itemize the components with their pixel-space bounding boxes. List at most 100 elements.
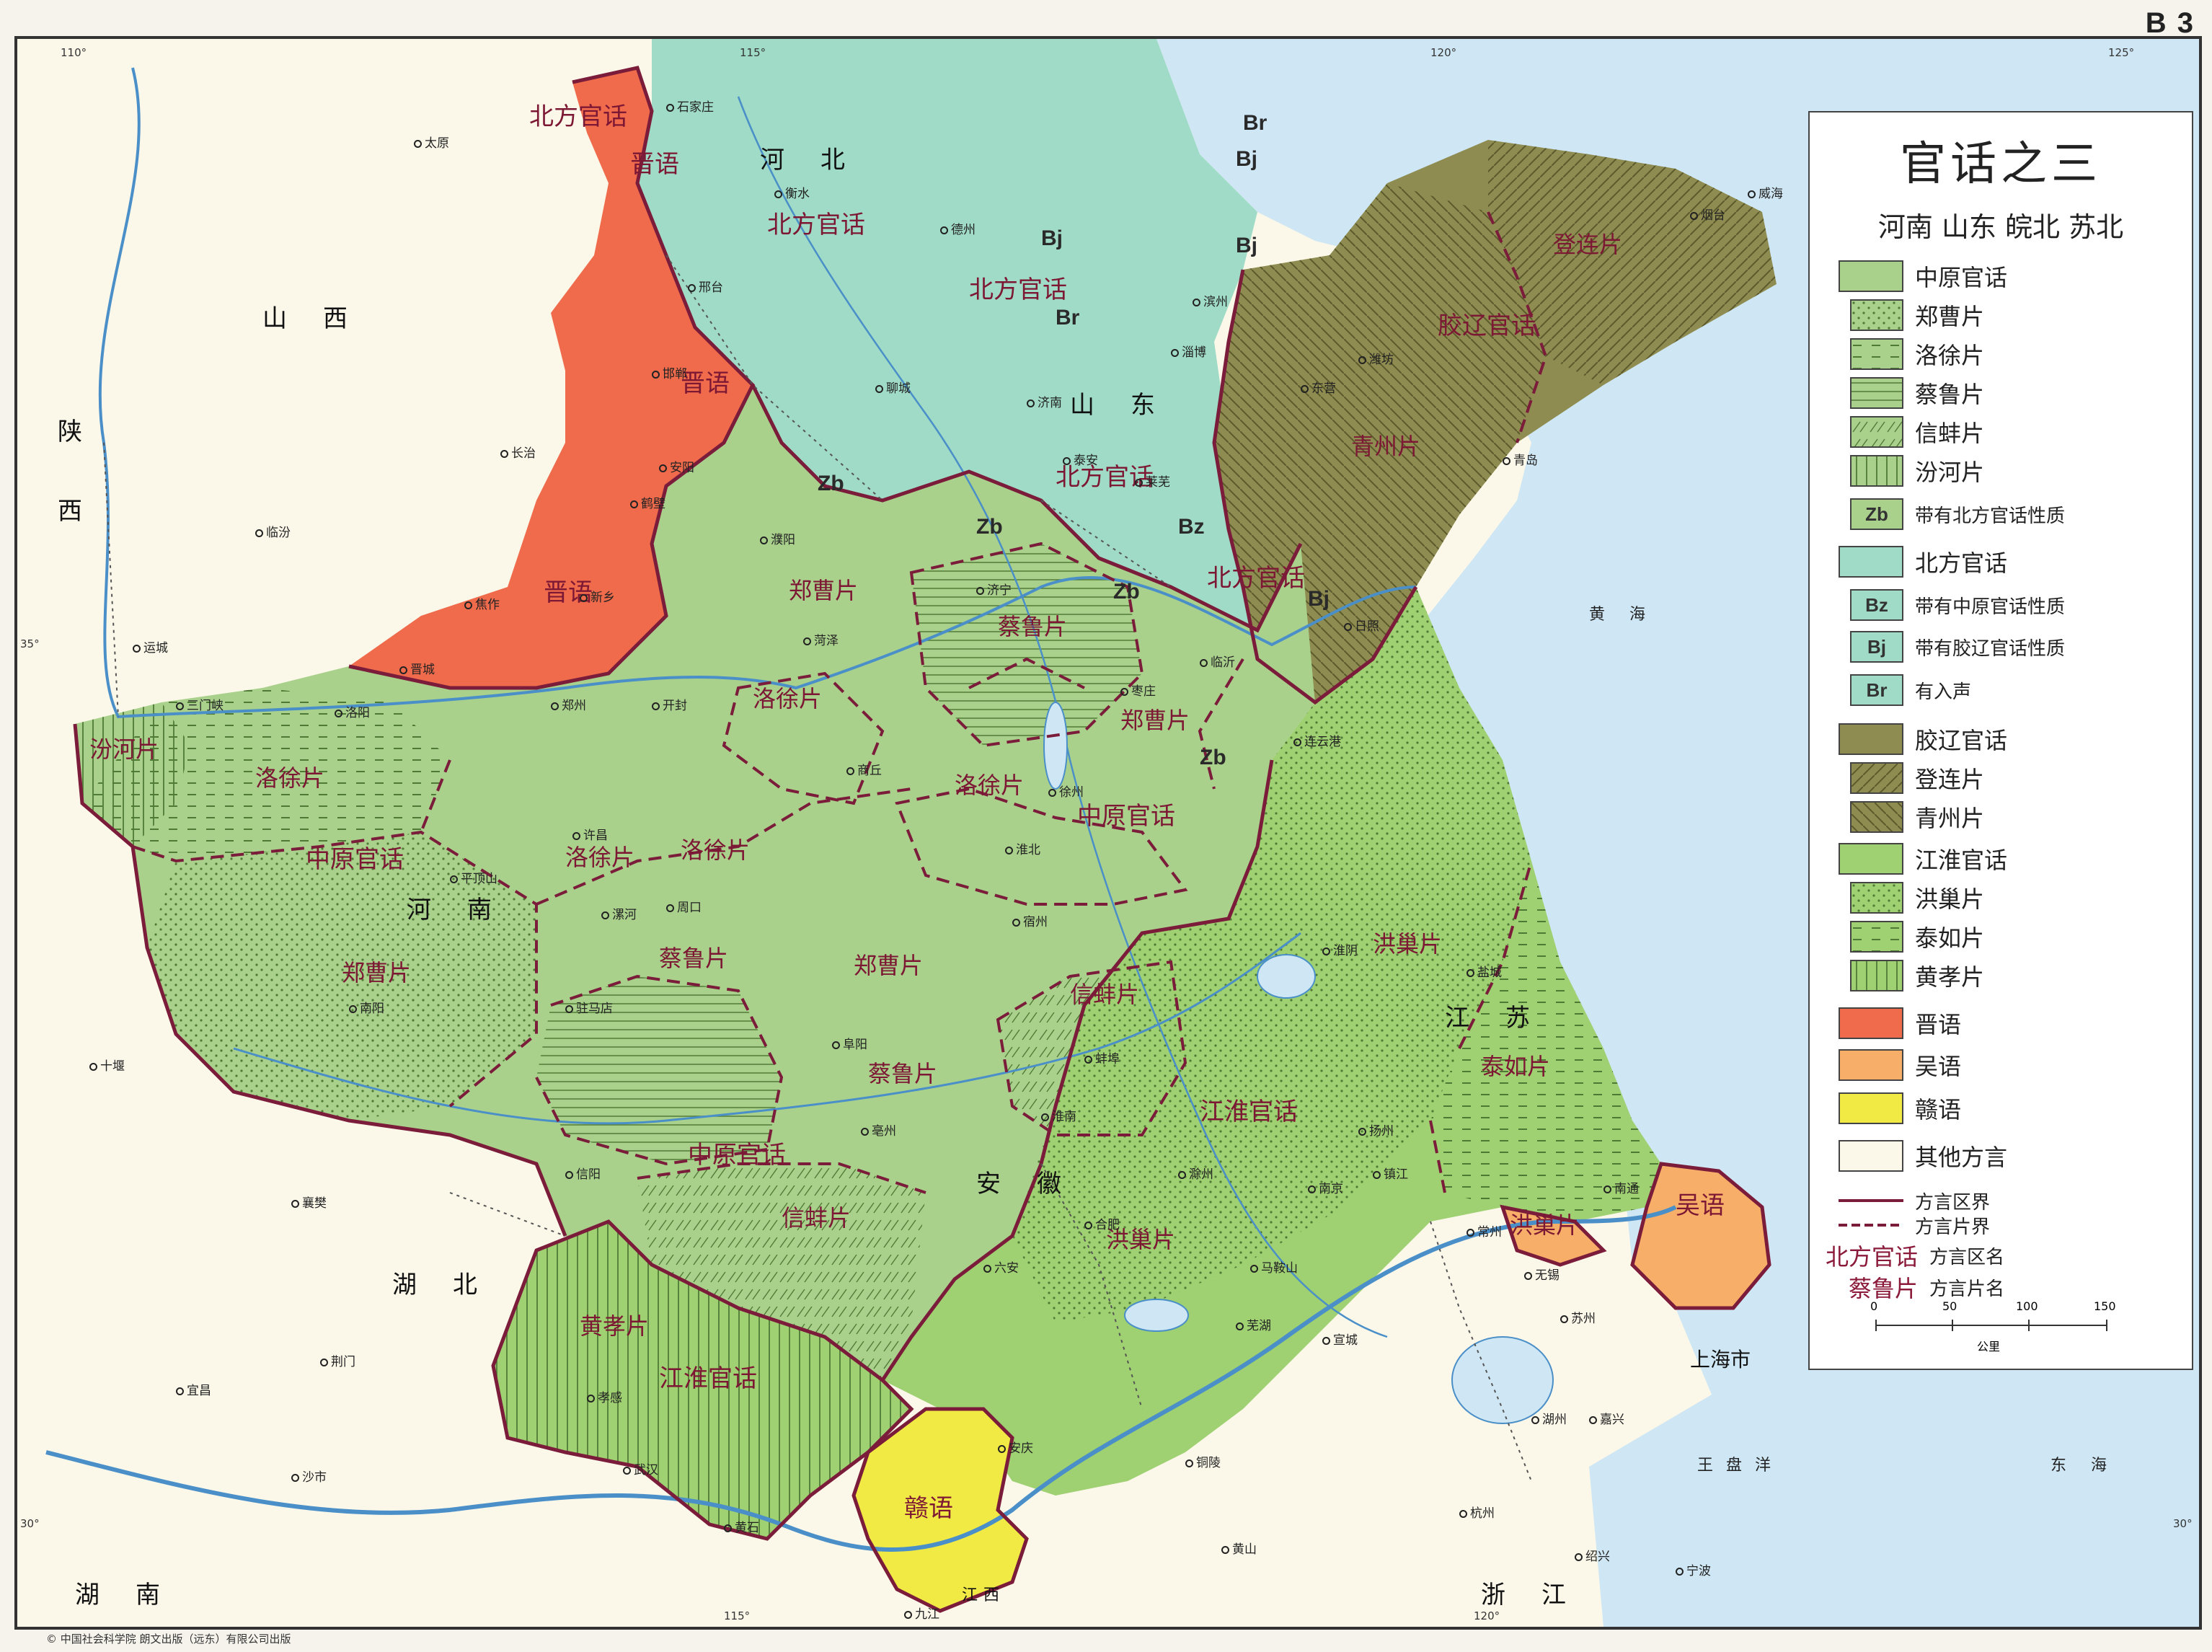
- city-label: 莱芜: [1135, 472, 1170, 490]
- legend-item: 江淮官话: [1839, 842, 2007, 875]
- city-label: 威海: [1748, 183, 1783, 201]
- weishan-lake: [1043, 702, 1068, 790]
- legend-swatch: [1850, 299, 1903, 331]
- region-wu[interactable]: [1632, 1164, 1769, 1308]
- city-label: 滨州: [1193, 291, 1228, 309]
- city-label: 许昌: [572, 825, 608, 843]
- city-label: 周口: [666, 897, 702, 915]
- scale-tick: 150: [2094, 1299, 2116, 1313]
- legend-swatch: [1839, 260, 1903, 292]
- label-province-shanxi: 山西: [262, 304, 384, 333]
- label-province-shaanxi: 陕西: [58, 418, 82, 526]
- label-sub-xinbang-2: 信蚌片: [782, 1204, 851, 1232]
- grand-canal: [737, 96, 1388, 1338]
- coord-left-35: 35°: [20, 637, 40, 650]
- city-label: 商丘: [846, 760, 882, 778]
- hongze-lake: [1257, 954, 1316, 999]
- city-label: 孝感: [587, 1387, 622, 1405]
- legend-swatch: Bj: [1850, 631, 1903, 663]
- legend-item: 蔡鲁片: [1839, 376, 1984, 410]
- legend-item: Bz 带有中原官话性质: [1839, 588, 2065, 622]
- legend-item: Br 有入声: [1839, 673, 1971, 707]
- label-area-jin-1: 晋语: [630, 150, 679, 179]
- legend-name-sample: 北方官话: [1825, 1243, 1918, 1271]
- legend-label: 带有胶辽官话性质: [1915, 637, 2066, 660]
- city-label: 蚌埠: [1084, 1048, 1120, 1066]
- legend-item: 晋语: [1839, 1007, 1961, 1040]
- legend-item: 登连片: [1839, 761, 1984, 795]
- region-fenhe-vline: [75, 702, 190, 847]
- city-label: 马鞍山: [1250, 1258, 1298, 1276]
- legend-label: 方言区界: [1915, 1191, 1991, 1214]
- city-label: 安庆: [998, 1438, 1033, 1456]
- legend-item: 胶辽官话: [1839, 723, 2007, 756]
- legend-swatch: [1839, 843, 1903, 875]
- city-label: 驻马店: [565, 998, 613, 1016]
- city-label: 铜陵: [1185, 1452, 1221, 1470]
- coord-top-115: 115°: [740, 46, 766, 59]
- city-label: 武汉: [623, 1459, 658, 1477]
- city-label: 常州: [1466, 1222, 1502, 1240]
- legend-swatch: [1839, 1092, 1903, 1124]
- legend-item: 信蚌片: [1839, 415, 1984, 449]
- city-label: 邯郸: [652, 363, 687, 381]
- legend-name-sample: 蔡鲁片: [1848, 1275, 1918, 1302]
- legend-swatch: [1850, 455, 1903, 487]
- sea-area-north: [1185, 68, 1531, 234]
- region-cailu-hline-2: [911, 544, 1142, 746]
- label-shanghai: 上海市: [1690, 1348, 1751, 1371]
- region-gan[interactable]: [854, 1409, 1027, 1611]
- coord-left-30: 30°: [20, 1517, 40, 1530]
- label-province-anhui: 安徽: [976, 1170, 1097, 1198]
- legend-swatch: [1850, 960, 1903, 991]
- city-label: 芜湖: [1236, 1315, 1271, 1333]
- city-label: 宿州: [1012, 911, 1048, 929]
- legend-swatch: [1839, 1140, 1903, 1172]
- city-label: 绍兴: [1575, 1546, 1610, 1564]
- label-sub-tairu: 泰如片: [1481, 1053, 1551, 1080]
- legend-swatch: [1850, 338, 1903, 370]
- legend-label: 郑曹片: [1915, 303, 1985, 330]
- city-label: 合肥: [1084, 1214, 1120, 1232]
- city-label: 潍坊: [1358, 349, 1394, 367]
- city-label: 濮阳: [760, 529, 795, 547]
- city-label: 新乡: [580, 587, 615, 605]
- city-label: 沙市: [291, 1467, 327, 1485]
- map-frame: 110° 115° 120° 125° 35° 30° 35° 30° 115°…: [14, 36, 2202, 1630]
- label-province-jiangsu: 江苏: [1445, 1004, 1566, 1033]
- city-label: 日照: [1344, 616, 1379, 634]
- legend-item: Bj 带有胶辽官话性质: [1839, 630, 2065, 663]
- label-sub-hongchao-1: 洪巢片: [1373, 930, 1443, 958]
- city-label: 邢台: [688, 277, 723, 295]
- legend-item: 黄孝片: [1839, 959, 1984, 992]
- legend-item: 洪巢片: [1839, 881, 1984, 914]
- legend-swatch: Zb: [1850, 498, 1903, 530]
- city-label: 聊城: [875, 378, 911, 396]
- legend-title: 官话之三: [1900, 138, 2102, 191]
- legend-swatch: [1850, 377, 1903, 409]
- legend-swatch: [1839, 1049, 1903, 1081]
- legend-swatch: [1850, 762, 1903, 794]
- city-label: 南阳: [349, 998, 384, 1016]
- city-label: 枣庄: [1120, 681, 1156, 699]
- city-label: 盐城: [1466, 962, 1502, 980]
- page-number: B 3: [2145, 7, 2195, 39]
- city-label: 开封: [652, 695, 687, 713]
- label-province-zhejiang: 浙江: [1481, 1581, 1602, 1609]
- legend-item: Zb 带有北方官话性质: [1839, 498, 2065, 531]
- legend-item: 汾河片: [1839, 454, 1984, 487]
- legend-label: 方言片界: [1915, 1216, 1991, 1238]
- legend-line-solid: [1839, 1199, 1903, 1202]
- legend-swatch: Br: [1850, 674, 1903, 706]
- city-label: 无锡: [1524, 1265, 1560, 1283]
- label-area-beifang-3: 北方官话: [969, 275, 1067, 304]
- label-code-bj-1: Bj: [1236, 147, 1257, 171]
- legend-label: 有入声: [1915, 681, 1972, 703]
- label-code-bz: Bz: [1178, 515, 1205, 539]
- city-label: 信阳: [565, 1164, 601, 1182]
- legend-label: 其他方言: [1915, 1144, 2008, 1171]
- city-label: 嘉兴: [1589, 1409, 1624, 1427]
- label-sea-huanghai: 黄海: [1589, 606, 1671, 624]
- legend-label: 带有中原官话性质: [1915, 596, 2066, 618]
- region-dengliang-hatch: [1488, 140, 1777, 385]
